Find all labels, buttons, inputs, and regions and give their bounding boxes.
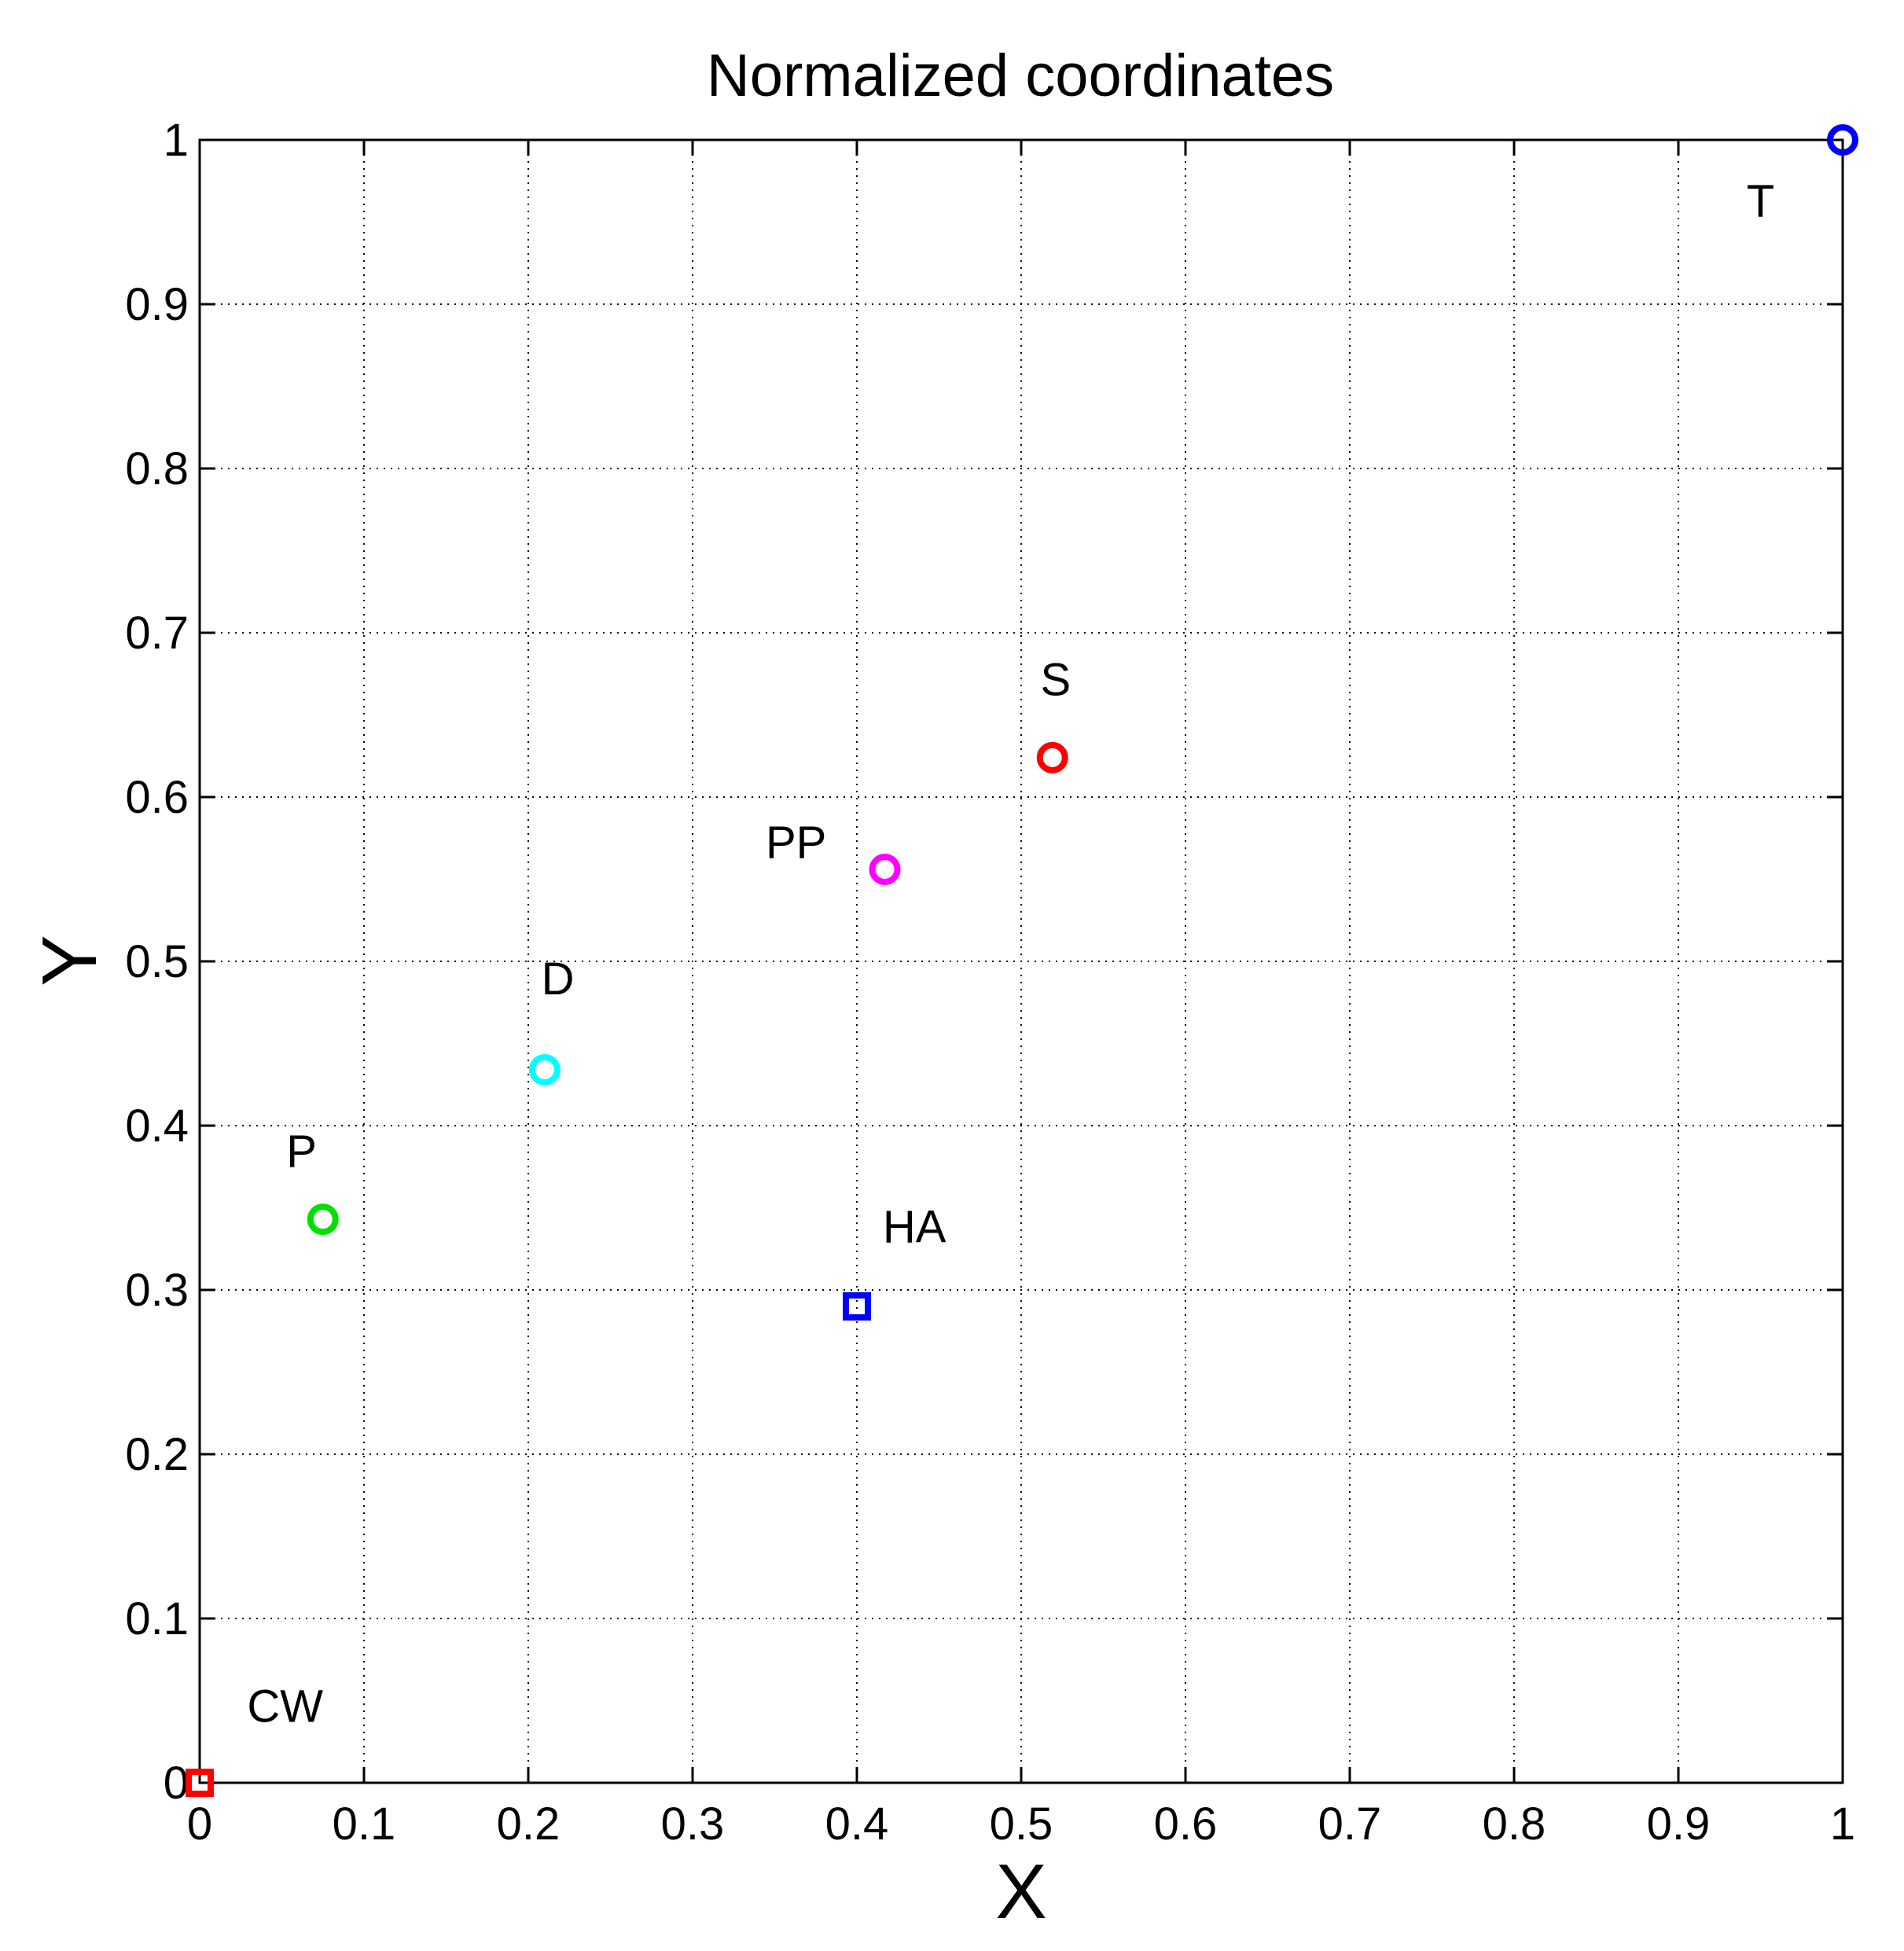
x-tick-label: 0.5: [990, 1799, 1053, 1850]
point-label-p: P: [286, 1126, 317, 1177]
y-tick-label: 0.9: [125, 279, 189, 330]
y-tick-label: 0.8: [125, 443, 189, 494]
x-tick-label: 0.9: [1647, 1799, 1711, 1850]
x-tick-label: 0.8: [1483, 1799, 1546, 1850]
x-tick-label: 1: [1830, 1799, 1855, 1850]
data-point-pp: [869, 853, 901, 885]
y-tick-label: 0.5: [125, 936, 189, 987]
data-point-d: [528, 1053, 561, 1086]
x-tick-label: 0.2: [497, 1799, 561, 1850]
point-label-d: D: [542, 953, 575, 1005]
y-tick-label: 0.1: [125, 1593, 189, 1644]
x-tick-label: 0.7: [1318, 1799, 1382, 1850]
data-point-cw: [186, 1769, 214, 1797]
data-markers: [186, 124, 1858, 1797]
y-tick-label: 0.6: [125, 772, 189, 823]
x-tick-label: 0: [187, 1799, 212, 1850]
x-axis-label: X: [995, 1848, 1046, 1934]
y-tick-label: 1: [164, 115, 189, 166]
x-tick-labels: 0 0.1 0.2 0.3 0.4 0.5 0.6 0.7 0.8 0.9 1: [187, 1799, 1855, 1850]
y-tick-label: 0.4: [125, 1100, 189, 1152]
data-point-t: [1827, 124, 1858, 156]
data-point-ha: [843, 1291, 871, 1321]
point-label-pp: PP: [766, 817, 826, 868]
point-labels: CW P D HA PP S T: [247, 176, 1774, 1732]
y-tick-label: 0.2: [125, 1429, 189, 1480]
grid-lines: [200, 140, 1843, 1783]
point-label-s: S: [1041, 654, 1071, 705]
point-label-ha: HA: [883, 1201, 946, 1252]
x-tick-label: 0.4: [825, 1799, 889, 1850]
data-point-s: [1036, 741, 1068, 773]
axis-ticks: [198, 138, 1844, 1784]
x-tick-label: 0.6: [1154, 1799, 1218, 1850]
chart-title: Normalized coordinates: [707, 42, 1334, 109]
data-point-p: [307, 1203, 339, 1236]
x-tick-label: 0.1: [333, 1799, 396, 1850]
point-label-cw: CW: [247, 1681, 323, 1732]
y-axis-label: Y: [26, 935, 112, 986]
y-tick-labels: 0 0.1 0.2 0.3 0.4 0.5 0.6 0.7 0.8 0.9 1: [125, 115, 189, 1809]
point-label-t: T: [1747, 176, 1774, 227]
y-tick-label: 0.3: [125, 1265, 189, 1316]
x-tick-label: 0.3: [661, 1799, 725, 1850]
y-tick-label: 0: [164, 1758, 189, 1809]
y-tick-label: 0.7: [125, 608, 189, 659]
